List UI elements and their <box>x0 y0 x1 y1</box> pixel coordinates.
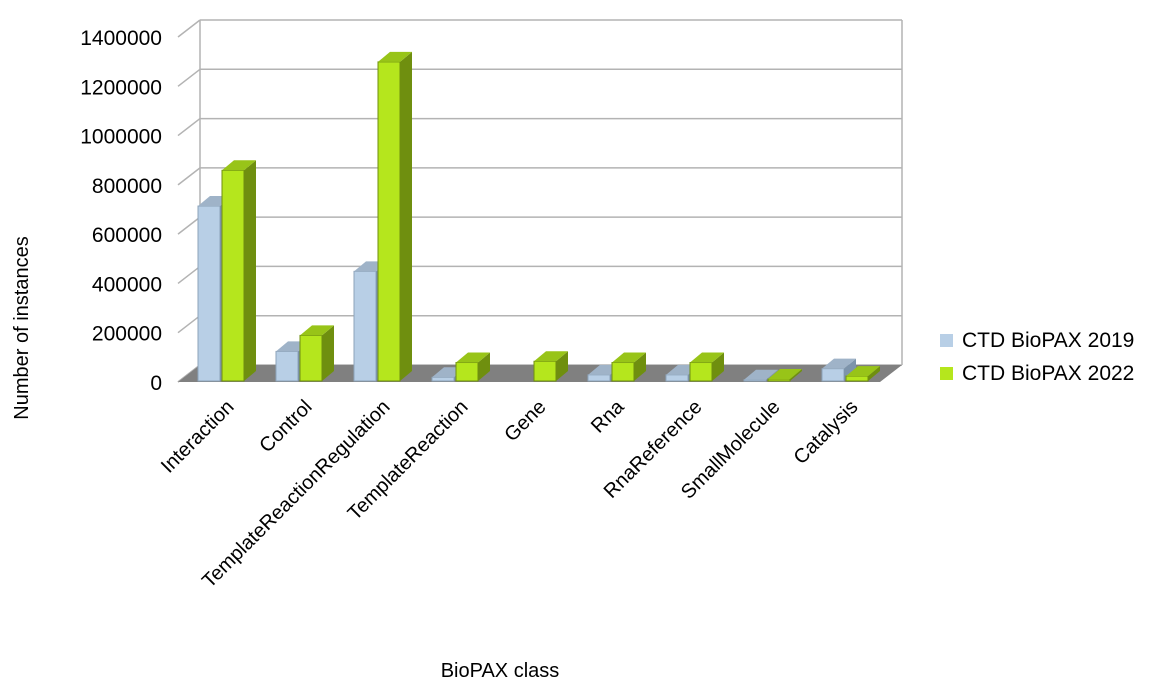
x-tick-label: Rna <box>587 395 629 437</box>
legend-label: CTD BioPAX 2019 <box>962 329 1134 352</box>
y-tick-label: 400000 <box>92 273 162 296</box>
bar-top <box>690 352 724 363</box>
bar <box>221 160 256 382</box>
bar-side <box>556 351 568 381</box>
bar-front <box>845 375 869 382</box>
y-tick-labels: 0 200000 400000 600000 800000 1000000 1200000 1… <box>80 27 162 395</box>
gridline-side <box>177 167 201 186</box>
bar-front <box>197 205 221 382</box>
bar-front <box>431 376 455 382</box>
gridline-side <box>177 265 201 285</box>
bar-side <box>790 369 802 381</box>
bar-front <box>533 360 557 382</box>
bar-front <box>689 362 713 382</box>
bar-side <box>400 51 412 381</box>
bar-side <box>244 160 256 381</box>
y-tick-label: 800000 <box>92 175 162 198</box>
gridline-side <box>177 68 201 87</box>
bar-top <box>378 51 412 62</box>
bar-side <box>868 366 880 381</box>
bar <box>533 351 568 382</box>
gridline-side <box>177 19 201 38</box>
legend: CTD BioPAX 2019 CTD BioPAX 2022 <box>940 329 1134 385</box>
bar-front <box>275 350 299 382</box>
legend-label: CTD BioPAX 2022 <box>962 362 1134 385</box>
bar-front <box>353 270 377 382</box>
x-axis-title: BioPAX class <box>441 660 560 679</box>
bar <box>611 352 646 382</box>
bar-top <box>744 369 778 380</box>
bar-side <box>712 352 724 381</box>
x-tick-label: Gene <box>500 396 550 446</box>
bar-front <box>587 374 611 382</box>
bar-side <box>478 352 490 381</box>
bar-side <box>634 352 646 381</box>
bar-front <box>455 362 479 382</box>
y-tick-label: 600000 <box>92 224 162 247</box>
bar <box>377 51 412 382</box>
x-tick-labels: Interaction ControlTemplateReactionRegula… <box>157 395 863 592</box>
y-axis-title: Number of instances <box>11 236 33 419</box>
bar-top <box>822 358 856 369</box>
y-tick-label: 1000000 <box>80 126 162 149</box>
plot-back-wall <box>177 20 201 383</box>
bar-side <box>322 325 334 381</box>
y-tick-label: 1400000 <box>80 27 162 50</box>
bar-side <box>766 369 778 381</box>
x-tick-label: Control <box>255 396 316 457</box>
bar-front <box>665 374 689 382</box>
bars <box>197 51 880 382</box>
x-tick-label: Interaction <box>157 396 239 478</box>
bar-front <box>821 368 845 382</box>
y-tick-label: 1200000 <box>80 76 162 99</box>
bar-top <box>612 352 646 363</box>
y-tick-label: 0 <box>150 372 162 395</box>
bar-front <box>611 362 635 382</box>
bar <box>845 366 880 382</box>
bar-top <box>300 325 334 336</box>
bar-top <box>768 369 802 380</box>
bar-front <box>221 169 245 382</box>
bar <box>689 352 724 382</box>
bar-front <box>299 334 323 382</box>
gridline-side <box>177 315 201 334</box>
legend-swatch <box>940 367 953 380</box>
bar-top <box>534 351 568 362</box>
gridline-side <box>177 117 201 137</box>
bar <box>767 369 802 382</box>
y-tick-label: 200000 <box>92 323 162 346</box>
bar <box>455 352 490 382</box>
bar-front <box>743 379 767 382</box>
bar-top <box>846 366 880 377</box>
bar-top <box>456 352 490 363</box>
bar-front <box>767 378 791 382</box>
legend-swatch <box>940 334 953 347</box>
gridline-side <box>177 216 201 235</box>
bar <box>299 325 334 382</box>
bar-top <box>222 160 256 171</box>
bar <box>743 369 778 382</box>
gridlines <box>177 19 903 383</box>
x-tick-label: Catalysis <box>790 396 863 469</box>
bar-front <box>377 61 401 382</box>
